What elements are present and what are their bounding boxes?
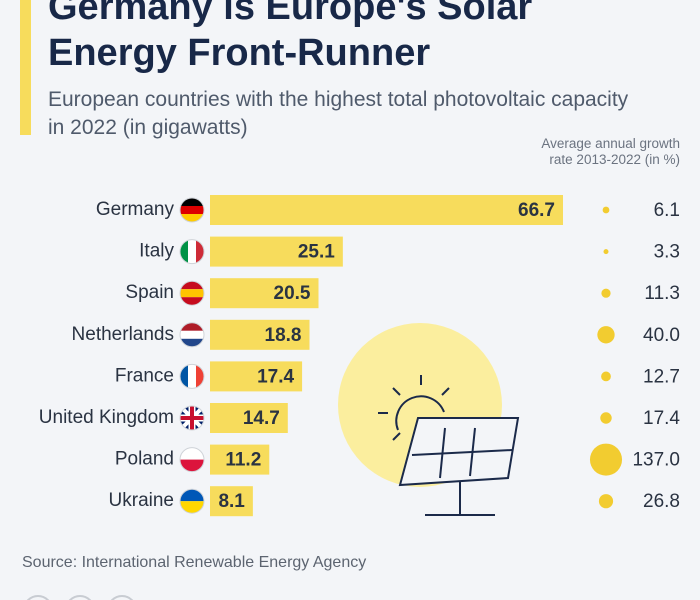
flag [180, 281, 204, 306]
category-label: France [115, 365, 174, 386]
bar [210, 444, 270, 475]
flag-stripe [180, 447, 204, 460]
category-label: Netherlands [72, 324, 174, 345]
flag [180, 198, 204, 222]
value-label: 17.4 [257, 366, 294, 387]
category-label: Germany [96, 199, 175, 220]
flag [180, 239, 204, 264]
category-label: Italy [139, 241, 174, 262]
value-label: 25.1 [298, 242, 335, 263]
flag-stripe [180, 459, 204, 472]
category-label: United Kingdom [39, 407, 174, 428]
solar-illustration [338, 323, 520, 516]
source-note: Source: International Renewable Energy A… [22, 554, 367, 571]
flag-stripe [180, 322, 204, 331]
flag [180, 322, 204, 347]
flag-stripe [180, 406, 204, 430]
bar [210, 278, 319, 309]
accent-bar [20, 0, 31, 135]
value-label: 18.8 [265, 325, 302, 346]
growth-bubble [601, 371, 611, 382]
value-label: 11.2 [225, 450, 261, 471]
logo-circles [26, 595, 134, 600]
growth-label: 137.0 [632, 450, 680, 471]
flag-stripe [180, 338, 204, 347]
flag-outline [179, 197, 205, 223]
value-label: 66.7 [518, 200, 555, 221]
flag-outline [179, 488, 205, 514]
growth-bubble [600, 412, 612, 424]
flag-outline [179, 447, 205, 473]
flag-outline [179, 239, 205, 265]
flag-stripe [188, 239, 196, 264]
growth-bubble [603, 249, 609, 255]
growth-header: Average annual growth rate 2013-2022 (in… [541, 136, 680, 167]
flag-stripe [180, 297, 204, 306]
value-label: 20.5 [274, 283, 311, 304]
flag-outline [179, 322, 205, 348]
bar [210, 403, 288, 433]
flag-stripe [180, 206, 204, 214]
flag-outline [179, 363, 205, 389]
flag-stripe [180, 289, 204, 298]
chart-title: Germany is Europe's Solar Energy Front-R… [48, 0, 533, 74]
category-label: Poland [115, 449, 174, 470]
growth-bubble [589, 443, 623, 476]
flag [180, 364, 204, 389]
flag-stripe [180, 239, 188, 264]
growth-bubble [597, 326, 615, 344]
flag-stripe [180, 214, 204, 222]
flag [180, 406, 204, 430]
flag-stripe [180, 501, 204, 514]
growth-label: 17.4 [643, 408, 680, 429]
bar [210, 486, 253, 517]
growth-label: 26.8 [643, 491, 680, 512]
flag-stripe [180, 364, 188, 389]
flag-stripe [180, 489, 204, 502]
flag-stripe [188, 364, 196, 389]
growth-label: 40.0 [643, 325, 680, 346]
flag-stripe [196, 364, 204, 389]
bar [210, 195, 563, 225]
growth-label: 12.7 [643, 366, 680, 387]
value-label: 14.7 [243, 408, 280, 429]
growth-label: 3.3 [654, 242, 680, 263]
growth-label: 6.1 [654, 200, 680, 221]
category-label: Spain [125, 282, 174, 303]
growth-label: 11.3 [644, 283, 680, 304]
flag-stripe [180, 330, 204, 339]
bar [210, 236, 343, 267]
flag-stripe [196, 239, 204, 264]
chart-subtitle: European countries with the highest tota… [48, 88, 629, 139]
flag-stripe [180, 198, 204, 206]
value-label: 8.1 [218, 491, 245, 512]
growth-bubble [601, 288, 611, 298]
growth-bubble [598, 494, 614, 509]
bar [210, 319, 310, 350]
flag [180, 447, 204, 472]
flag [180, 489, 204, 514]
growth-bubble [602, 206, 610, 214]
bar [210, 361, 303, 392]
category-label: Ukraine [109, 490, 174, 511]
flag-outline [179, 280, 205, 306]
flag-stripe [180, 281, 204, 290]
flag-outline [179, 405, 205, 431]
